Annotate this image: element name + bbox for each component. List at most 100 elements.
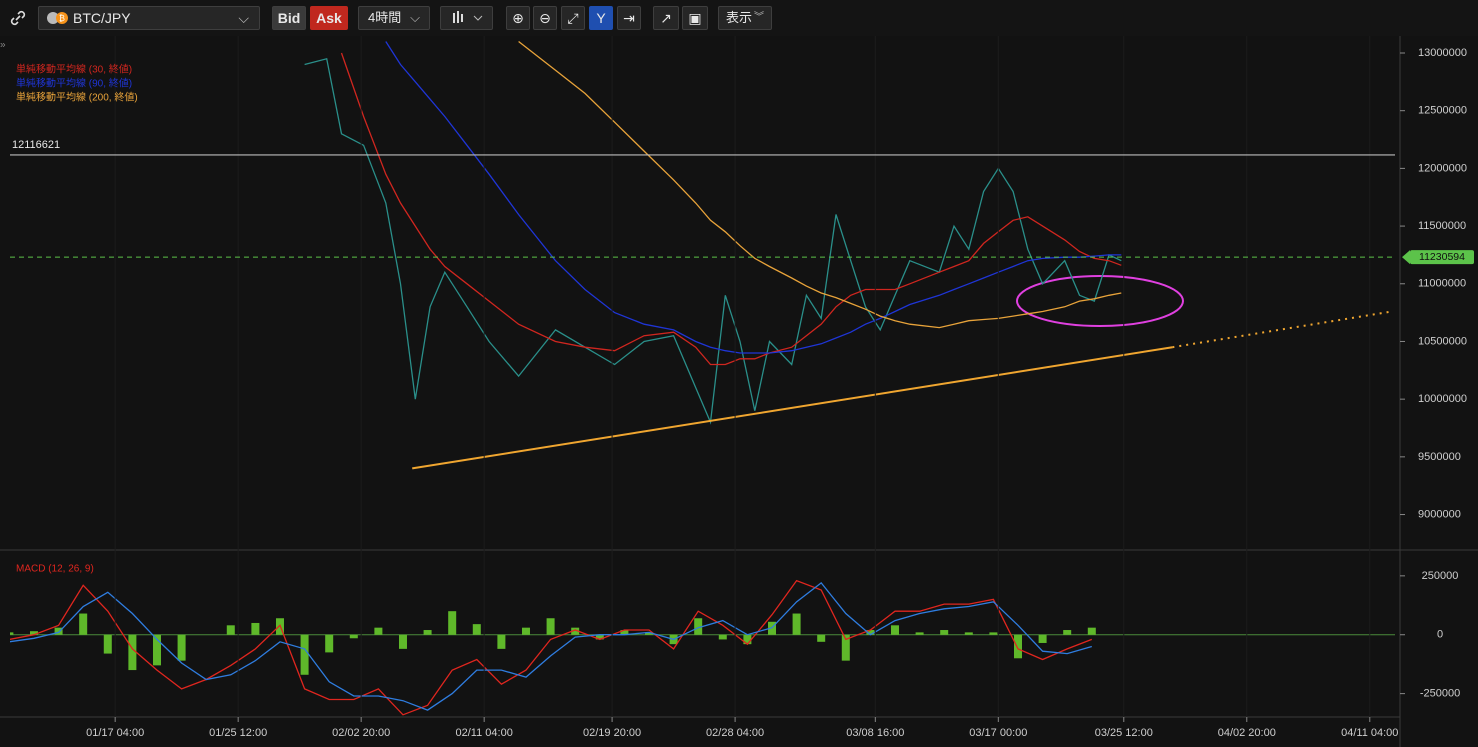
y-tick-label: 9500000: [1418, 451, 1461, 463]
histogram-bar: [1063, 630, 1072, 635]
x-tick-label: 03/17 00:00: [969, 727, 1027, 739]
histogram-bar: [546, 618, 555, 635]
histogram-bar: [177, 634, 186, 661]
candle-icon: [452, 11, 482, 23]
last-price-label: 11230594: [1419, 251, 1465, 263]
histogram-bar: [398, 634, 407, 649]
auto-scale[interactable]: Y: [589, 6, 613, 30]
histogram-bar: [890, 625, 899, 635]
reference-label: 12116621: [12, 139, 60, 151]
histogram-bar: [989, 632, 998, 635]
histogram-bar: [349, 634, 358, 639]
last-price-pointer: [1402, 250, 1410, 265]
histogram-bar: [251, 622, 260, 635]
histogram-bar: [103, 634, 112, 654]
histogram-bar: [1038, 634, 1047, 643]
fit-button[interactable]: ⤢: [561, 6, 585, 30]
x-tick-label: 03/08 16:00: [846, 727, 904, 739]
screenshot-button[interactable]: ▣: [682, 6, 708, 30]
indicator-button[interactable]: ↗: [653, 6, 679, 30]
collapse-arrow[interactable]: »: [0, 40, 6, 51]
y-tick-label: 0: [1437, 629, 1443, 641]
y-tick-label: 9000000: [1418, 508, 1461, 520]
histogram-bar: [226, 625, 235, 635]
link-icon[interactable]: [8, 8, 28, 28]
price-line: [304, 57, 1122, 425]
y-tick-label: -250000: [1420, 688, 1460, 700]
histogram-bar: [79, 613, 88, 635]
histogram-bar: [1013, 634, 1022, 659]
x-tick-label: 04/11 04:00: [1341, 727, 1398, 739]
histogram-bar: [374, 627, 383, 635]
y-tick-label: 13000000: [1418, 47, 1467, 59]
histogram-bar: [29, 631, 38, 635]
histogram-bar: [448, 611, 457, 635]
scroll-end[interactable]: ⇥: [617, 6, 641, 30]
x-tick-label: 02/28 04:00: [706, 727, 764, 739]
y-tick-label: 12000000: [1418, 162, 1467, 174]
timeframe-select[interactable]: 4時間 ⌵: [358, 6, 430, 30]
highlight-ellipse: [1016, 275, 1184, 327]
histogram-bar: [792, 613, 801, 635]
histogram-bar: [152, 634, 161, 666]
histogram-bar: [694, 618, 703, 635]
chart-type-select[interactable]: [440, 6, 493, 30]
x-tick-label: 02/19 20:00: [583, 727, 641, 739]
legend-entry: 単純移動平均線 (90, 終値): [16, 77, 132, 90]
histogram-bar: [595, 634, 604, 640]
x-tick-label: 01/25 12:00: [209, 727, 267, 739]
x-tick-label: 03/25 12:00: [1095, 727, 1153, 739]
y-tick-label: 10000000: [1418, 393, 1467, 405]
zoom-in[interactable]: ⊕: [506, 6, 530, 30]
histogram-bar: [128, 634, 137, 671]
legend-entry: 単純移動平均線 (30, 終値): [16, 63, 132, 76]
zoom-out[interactable]: ⊖: [533, 6, 557, 30]
histogram-bar: [743, 634, 752, 645]
y-tick-label: 250000: [1422, 570, 1459, 582]
timeframe: 4時間: [368, 10, 402, 25]
y-tick-label: 12500000: [1418, 105, 1467, 117]
chevron: ⌵: [238, 10, 249, 26]
x-tick-label: 01/17 04:00: [86, 727, 144, 739]
display-label: 表示: [726, 10, 753, 25]
x-tick-label: 04/02 20:00: [1218, 727, 1276, 739]
chevron: ⌵: [410, 10, 420, 25]
histogram-bar: [1087, 627, 1096, 635]
macd-plot: [10, 579, 1395, 716]
histogram-bar: [497, 634, 506, 649]
histogram-bar: [866, 630, 875, 635]
histogram-bar: [472, 624, 481, 635]
histogram-bar: [423, 630, 432, 635]
histogram-bar: [521, 627, 530, 635]
chart: » 9000000 9500000 10000000 10500000 11000000…: [0, 36, 1478, 747]
histogram-bar: [10, 632, 14, 635]
trendline: [412, 346, 1173, 470]
chevron: ︾: [754, 12, 764, 23]
histogram-bar: [915, 632, 924, 635]
histogram-bar: [817, 634, 826, 642]
symbol: BTC/JPY: [73, 10, 131, 26]
macd-line: [10, 581, 1092, 711]
ask-button[interactable]: Ask: [310, 6, 348, 30]
y-tick-label: 10500000: [1418, 335, 1467, 347]
histogram-bar: [644, 632, 653, 635]
y-tick-label: 11000000: [1418, 278, 1466, 290]
histogram-bar: [54, 627, 63, 635]
coin-icons: ₿: [47, 12, 68, 24]
legend-entry: 単純移動平均線 (200, 終値): [16, 91, 138, 104]
macd-title: MACD (12, 26, 9): [16, 564, 94, 575]
moving-average: [340, 52, 1122, 366]
bid-button[interactable]: Bid: [272, 6, 306, 30]
toolbar: BTC/JPY ⌵ ₿ Bid Ask 4時間 ⌵ ⊕ ⊖ ⤢ Y ⇥ ↗ ▣ 表示…: [0, 0, 1478, 36]
background: [0, 36, 1478, 747]
histogram-bar: [620, 630, 629, 635]
x-tick-label: 02/11 04:00: [456, 727, 513, 739]
histogram-bar: [571, 627, 580, 635]
histogram-bar: [325, 634, 334, 653]
price-plot: [304, 40, 1393, 470]
moving-average: [518, 40, 1122, 329]
symbol-select[interactable]: BTC/JPY ⌵: [38, 6, 260, 30]
display-menu[interactable]: 表示 ︾: [718, 6, 772, 30]
